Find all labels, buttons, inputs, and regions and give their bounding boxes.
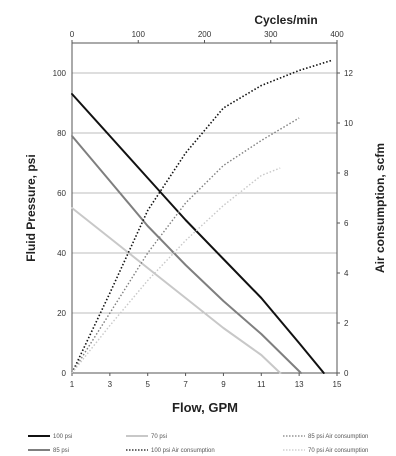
y-tick-label: 60 — [57, 189, 66, 198]
y-tick-label: 40 — [57, 249, 66, 258]
legend-label: 70 psi — [151, 434, 167, 440]
x-tick-label: 9 — [221, 380, 226, 389]
x-tick-label: 1 — [70, 380, 75, 389]
x-tick-label: 5 — [145, 380, 150, 389]
y2-axis-title: Air consumption, scfm — [373, 143, 387, 273]
y2-tick-label: 12 — [344, 69, 353, 78]
legend-label: 100 psi — [53, 434, 72, 440]
y2-tick-label: 4 — [344, 269, 349, 278]
series-line-100-psi — [71, 93, 325, 374]
y2-tick-label: 6 — [344, 219, 349, 228]
y2-tick-label: 10 — [344, 119, 353, 128]
y-tick-label: 80 — [57, 129, 66, 138]
y2-tick-label: 8 — [344, 169, 349, 178]
legend-label: 70 psi Air consumption — [308, 448, 368, 454]
x-tick-label: 11 — [257, 380, 266, 389]
x-top-tick-label: 400 — [330, 30, 344, 39]
series-line-70-psi-air-consumption — [71, 167, 281, 374]
series-line-85-psi — [71, 135, 302, 374]
grid — [71, 40, 340, 376]
x-top-axis-title: Cycles/min — [254, 13, 317, 27]
series-layer — [71, 59, 332, 374]
x-top-tick-label: 300 — [264, 30, 278, 39]
legend: 100 psi 70 psi 85 psi Air consumption 85 ps… — [28, 434, 368, 454]
x-tick-label: 7 — [183, 380, 188, 389]
legend-label: 85 psi — [53, 448, 69, 454]
series-line-85-psi-air-consumption — [71, 117, 300, 374]
x-tick-label: 3 — [108, 380, 113, 389]
y-axis-title: Fluid Pressure, psi — [24, 154, 38, 261]
y-tick-label: 20 — [57, 309, 66, 318]
y2-tick-label: 0 — [344, 369, 349, 378]
series-line-70-psi — [71, 207, 282, 374]
y-tick-label: 0 — [62, 369, 67, 378]
y2-tick-label: 2 — [344, 319, 349, 328]
x-axis-title: Flow, GPM — [172, 400, 238, 415]
y-tick-label: 100 — [53, 69, 67, 78]
legend-label: 100 psi Air consumption — [151, 448, 215, 454]
x-tick-label: 13 — [295, 380, 304, 389]
legend-label: 85 psi Air consumption — [308, 434, 368, 440]
x-top-tick-label: 100 — [132, 30, 146, 39]
x-top-tick-label: 0 — [70, 30, 75, 39]
series-line-100-psi-air-consumption — [71, 59, 332, 374]
x-tick-label: 15 — [333, 380, 342, 389]
x-top-tick-label: 200 — [198, 30, 212, 39]
